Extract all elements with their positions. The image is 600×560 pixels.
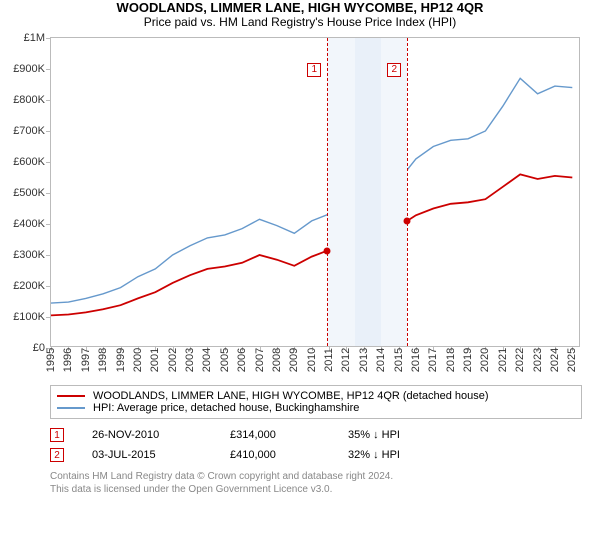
- x-tick-label: 2000: [132, 348, 144, 372]
- series-marker: [324, 247, 331, 254]
- x-tick-label: 2024: [549, 348, 561, 372]
- shade-band: [381, 38, 407, 346]
- x-tick-label: 2019: [462, 348, 474, 372]
- x-tick-label: 2001: [149, 348, 161, 372]
- x-tick-label: 2005: [219, 348, 231, 372]
- x-tick-label: 1995: [45, 348, 57, 372]
- x-tick-label: 1997: [80, 348, 92, 372]
- transaction-row: 2 03-JUL-2015 £410,000 32% ↓ HPI: [50, 445, 582, 465]
- x-tick-label: 2017: [427, 348, 439, 372]
- legend-label: HPI: Average price, detached house, Buck…: [93, 402, 359, 414]
- series-marker: [404, 217, 411, 224]
- x-tick-label: 2023: [532, 348, 544, 372]
- transaction-delta: 35% ↓ HPI: [348, 429, 400, 441]
- x-tick-label: 2013: [358, 348, 370, 372]
- x-tick-label: 2002: [167, 348, 179, 372]
- event-line: [407, 38, 408, 346]
- y-tick-label: £200K: [13, 280, 45, 292]
- x-tick-label: 2006: [236, 348, 248, 372]
- footer-l1: Contains HM Land Registry data © Crown c…: [50, 471, 582, 484]
- x-tick-label: 1998: [97, 348, 109, 372]
- event-line: [327, 38, 328, 346]
- x-tick-label: 2003: [184, 348, 196, 372]
- y-tick-label: £700K: [13, 125, 45, 137]
- event-marker: 1: [307, 63, 321, 77]
- y-tick-label: £900K: [13, 63, 45, 75]
- x-tick-label: 1996: [62, 348, 74, 372]
- x-tick-label: 2016: [410, 348, 422, 372]
- x-tick-label: 2011: [323, 348, 335, 372]
- x-tick-label: 2025: [566, 348, 578, 372]
- footer: Contains HM Land Registry data © Crown c…: [50, 471, 582, 496]
- legend-label: WOODLANDS, LIMMER LANE, HIGH WYCOMBE, HP…: [93, 390, 489, 402]
- legend-row: WOODLANDS, LIMMER LANE, HIGH WYCOMBE, HP…: [57, 390, 575, 402]
- transaction-price: £314,000: [230, 429, 320, 441]
- x-tick-label: 2021: [497, 348, 509, 372]
- x-tick-label: 2020: [479, 348, 491, 372]
- transaction-date: 03-JUL-2015: [92, 449, 202, 461]
- legend: WOODLANDS, LIMMER LANE, HIGH WYCOMBE, HP…: [50, 385, 582, 419]
- y-tick-label: £100K: [13, 311, 45, 323]
- price-chart: 12£0£100K£200K£300K£400K£500K£600K£700K£…: [50, 37, 580, 347]
- y-tick-label: £300K: [13, 249, 45, 261]
- x-tick-label: 2015: [393, 348, 405, 372]
- page-title: WOODLANDS, LIMMER LANE, HIGH WYCOMBE, HP…: [0, 0, 600, 15]
- legend-row: HPI: Average price, detached house, Buck…: [57, 402, 575, 414]
- transaction-marker: 2: [50, 448, 64, 462]
- transactions-table: 1 26-NOV-2010 £314,000 35% ↓ HPI 2 03-JUL-201…: [50, 425, 582, 465]
- event-marker: 2: [387, 63, 401, 77]
- transaction-price: £410,000: [230, 449, 320, 461]
- x-tick-label: 2018: [445, 348, 457, 372]
- x-tick-label: 2004: [201, 348, 213, 372]
- footer-l2: This data is licensed under the Open Gov…: [50, 484, 582, 497]
- x-tick-label: 2008: [271, 348, 283, 372]
- x-tick-label: 2014: [375, 348, 387, 372]
- series-blue: [51, 78, 572, 303]
- y-tick-label: £800K: [13, 94, 45, 106]
- x-tick-label: 2009: [288, 348, 300, 372]
- transaction-date: 26-NOV-2010: [92, 429, 202, 441]
- legend-swatch: [57, 395, 85, 397]
- series-red: [51, 174, 572, 315]
- chart-lines: [51, 38, 581, 348]
- shade-band: [355, 38, 381, 346]
- legend-swatch: [57, 407, 85, 409]
- y-tick-label: £1M: [24, 32, 45, 44]
- transaction-marker: 1: [50, 428, 64, 442]
- y-tick-label: £500K: [13, 187, 45, 199]
- x-tick-label: 2010: [306, 348, 318, 372]
- transaction-row: 1 26-NOV-2010 £314,000 35% ↓ HPI: [50, 425, 582, 445]
- y-tick-label: £400K: [13, 218, 45, 230]
- shade-band: [327, 38, 355, 346]
- page-subtitle: Price paid vs. HM Land Registry's House …: [0, 15, 600, 29]
- y-tick-label: £600K: [13, 156, 45, 168]
- x-tick-label: 2012: [340, 348, 352, 372]
- x-tick-label: 2022: [514, 348, 526, 372]
- y-tick-label: £0: [33, 342, 45, 354]
- transaction-delta: 32% ↓ HPI: [348, 449, 400, 461]
- x-tick-label: 1999: [115, 348, 127, 372]
- x-tick-label: 2007: [254, 348, 266, 372]
